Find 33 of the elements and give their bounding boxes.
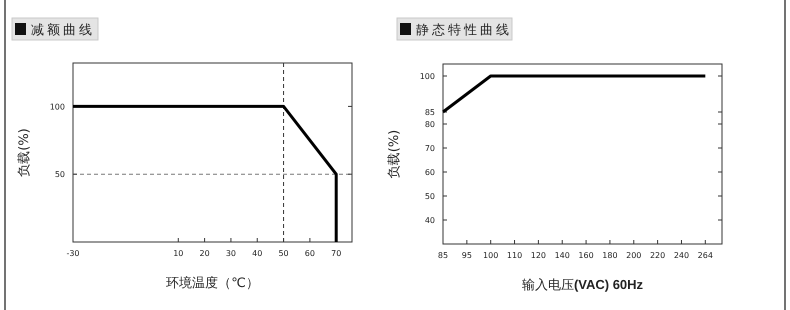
y-tick-label: 80	[424, 120, 435, 129]
chart-title: 减额曲线	[31, 23, 95, 38]
x-tick-label: 200	[626, 251, 642, 260]
chart-title: 静态特性曲线	[416, 23, 512, 38]
y-tick-label: 60	[424, 168, 435, 177]
y-tick-label: 85	[424, 108, 435, 117]
y-tick-label: 50	[424, 192, 435, 201]
x-tick-label: 50	[278, 249, 289, 258]
x-tick-label: 40	[252, 249, 262, 258]
x-tick-label: 220	[650, 251, 666, 260]
y-axis-title: 负载(%)	[17, 128, 32, 177]
x-tick-label: 70	[331, 249, 342, 258]
x-tick-label: 10	[173, 249, 184, 258]
x-tick-label: 60	[304, 249, 315, 258]
y-tick-label: 40	[424, 216, 435, 225]
x-axis-title: 输入电压(VAC) 60Hz	[522, 277, 644, 293]
y-axis-title: 负载(%)	[387, 130, 402, 178]
x-tick-label: 110	[506, 251, 522, 260]
x-tick-label: 160	[578, 251, 594, 260]
x-tick-label: 120	[530, 251, 546, 260]
y-tick-label: 100	[420, 72, 435, 81]
x-tick-label: 180	[602, 251, 618, 260]
x-tick-label: 30	[226, 249, 236, 258]
x-tick-label: 140	[554, 251, 570, 260]
x-tick-label: 95	[462, 251, 472, 260]
y-tick-label: 70	[424, 144, 435, 153]
x-tick-label: 100	[483, 251, 498, 260]
x-tick-label: 20	[200, 249, 210, 258]
x-tick-label: 240	[674, 251, 690, 260]
x-axis-title: 环境温度（℃）	[166, 275, 259, 291]
x-tick-label: 85	[438, 251, 448, 260]
x-tick-label: 264	[698, 251, 713, 260]
x-tick-label: -30	[66, 249, 80, 258]
